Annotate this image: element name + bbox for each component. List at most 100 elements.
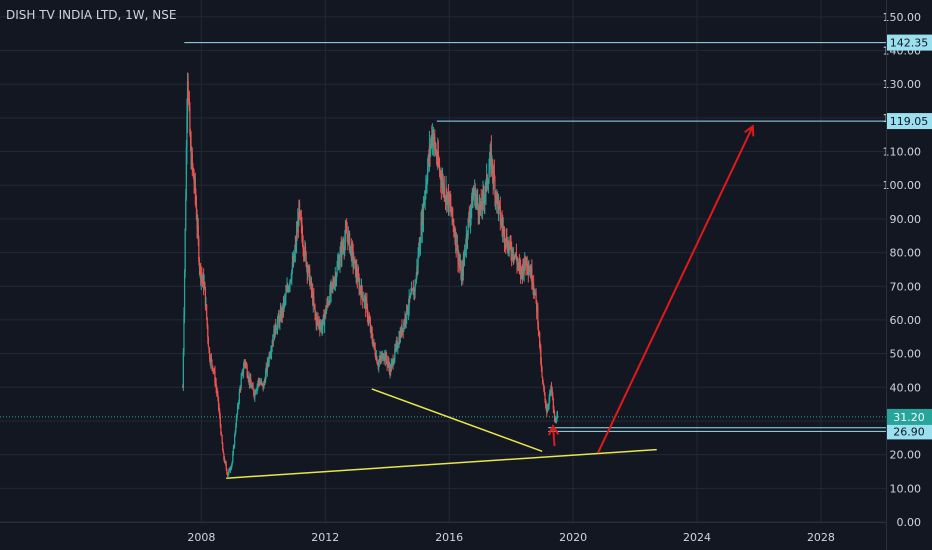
y-tick-label: 60.00: [890, 314, 922, 327]
candle-body: [533, 284, 535, 291]
level-price-label-bg: [887, 423, 932, 440]
candle-body: [232, 454, 234, 462]
candle-body: [219, 411, 221, 417]
x-tick-label: 2012: [311, 531, 339, 544]
candle-body: [313, 296, 315, 304]
candle-body: [303, 248, 305, 255]
candle-body: [294, 252, 296, 261]
candle-body: [321, 327, 323, 330]
candle-body: [330, 284, 332, 294]
candle-body: [188, 94, 190, 99]
candle-body: [200, 266, 202, 280]
candle-body: [206, 304, 208, 318]
candle-body: [391, 361, 393, 365]
candle-body: [306, 264, 308, 274]
candle-body: [238, 391, 240, 402]
price-axis[interactable]: 150.00140.00130.00120.00110.00100.0090.0…: [883, 0, 932, 550]
candle-body: [285, 290, 288, 293]
candle-body: [544, 392, 546, 400]
horizontal-levels: [0, 42, 886, 432]
candle-body: [527, 266, 529, 269]
candle-body: [274, 323, 276, 338]
candle-body: [287, 286, 289, 289]
candle-body: [255, 391, 257, 394]
candle-body: [516, 259, 518, 265]
candle-body: [198, 261, 201, 268]
y-tick-label: 0.00: [897, 516, 922, 529]
candle-body: [363, 297, 366, 302]
candle-body: [239, 387, 242, 389]
candle-body: [226, 469, 228, 474]
candle-body: [292, 256, 295, 265]
candle-body: [319, 325, 321, 329]
candle-body: [189, 134, 192, 146]
candle-body: [378, 362, 380, 367]
candle-body: [301, 223, 303, 235]
candle-body: [250, 378, 252, 384]
candle-body: [223, 458, 226, 463]
candle-body: [491, 159, 494, 174]
candle-body: [387, 363, 389, 365]
candle-body: [544, 399, 547, 406]
candle-body: [542, 382, 544, 386]
candle-body: [418, 242, 420, 254]
candle-body: [304, 246, 307, 253]
candle-body: [328, 301, 330, 305]
candle-body: [270, 347, 273, 353]
candle-body: [229, 468, 232, 471]
candle-body: [222, 443, 224, 451]
candle-body: [394, 348, 396, 359]
candle-body: [264, 373, 267, 383]
candle-body: [432, 132, 434, 145]
candle-body: [326, 302, 328, 309]
candle-body: [288, 286, 290, 291]
candle-body: [290, 278, 292, 281]
candle-body: [257, 383, 259, 386]
candle-body: [551, 388, 553, 394]
y-tick-label: 100.00: [883, 179, 922, 192]
candle-body: [351, 246, 354, 251]
candle-body: [294, 243, 296, 253]
candle-body: [226, 473, 229, 476]
candle-body: [369, 323, 372, 331]
candle-body: [210, 357, 212, 363]
candle-body: [438, 165, 441, 172]
candle-body: [188, 98, 190, 108]
candle-body: [219, 416, 221, 426]
candle-body: [346, 233, 348, 235]
candle-body: [231, 461, 233, 465]
candle-body: [410, 289, 413, 294]
candle-body: [307, 271, 309, 274]
candle-body: [474, 187, 476, 206]
candle-body: [419, 241, 422, 247]
candle-body: [376, 356, 378, 364]
candle-body: [214, 382, 217, 384]
candle-body: [475, 198, 477, 206]
candle-body: [298, 203, 300, 226]
candle-body: [203, 275, 205, 289]
time-axis[interactable]: 2008 2012 2016 2020 2024 2028: [0, 522, 886, 545]
candle-body: [531, 282, 534, 286]
candle-body: [497, 201, 500, 211]
candle-body: [271, 345, 273, 348]
candle-body: [472, 197, 474, 208]
candle-body: [192, 164, 194, 170]
candle-body: [354, 259, 356, 261]
candle-body: [353, 263, 355, 264]
candle-body: [183, 272, 186, 315]
candle-body: [463, 258, 465, 260]
candle-body: [518, 262, 520, 266]
candle-body: [549, 392, 551, 399]
candle-body: [382, 359, 385, 360]
y-tick-label: 70.00: [890, 280, 922, 293]
candle-body: [427, 156, 429, 168]
arrow-shaft: [551, 425, 556, 447]
candle-body: [449, 193, 451, 202]
trendline: [371, 388, 543, 452]
candle-body: [278, 316, 280, 319]
candle-body: [228, 470, 230, 475]
candle-body: [362, 294, 364, 301]
candle-body: [235, 426, 237, 432]
candle-body: [531, 268, 533, 283]
